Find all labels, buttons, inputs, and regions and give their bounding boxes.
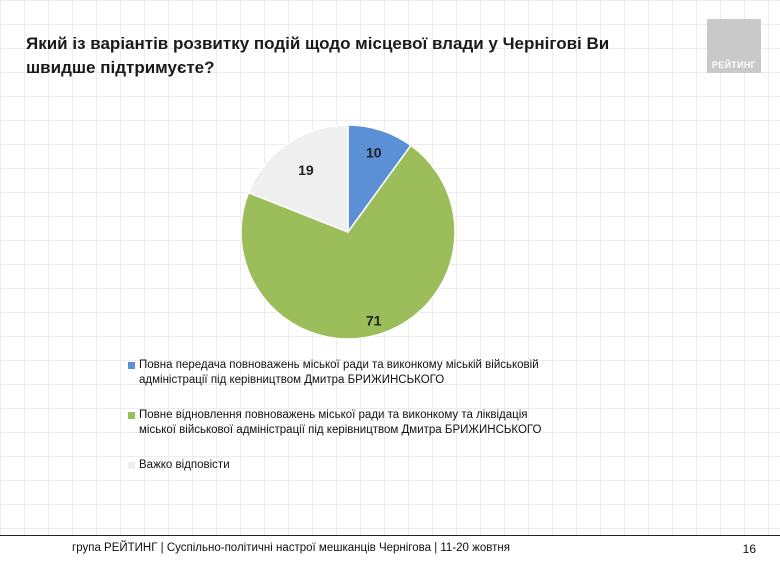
legend-swatch	[128, 462, 135, 469]
logo-text: РЕЙТИНГ	[711, 60, 757, 70]
legend-item-full-restoration: Повне відновлення повноважень міської ра…	[128, 408, 548, 438]
pie-slice-full-restoration	[240, 144, 456, 340]
data-label-full-restoration: 71	[366, 312, 382, 328]
data-label-full-transfer: 10	[366, 145, 382, 161]
legend-item-hard-to-say: Важко відповісти	[128, 458, 548, 473]
legend-item-full-transfer: Повна передача повноважень міської ради …	[128, 358, 548, 388]
rating-logo: РЕЙТИНГ	[707, 19, 761, 73]
footer-source: група РЕЙТИНГ | Суспільно-політичні наст…	[72, 542, 510, 554]
data-label-hard-to-say: 19	[298, 162, 314, 178]
legend-label: Повна передача повноважень міської ради …	[139, 359, 539, 386]
legend-label: Важко відповісти	[139, 459, 230, 471]
pie-chart: 10 71 19	[240, 124, 456, 340]
chart-legend: Повна передача повноважень міської ради …	[128, 358, 548, 493]
footer: група РЕЙТИНГ | Суспільно-політичні наст…	[0, 535, 780, 562]
page-number: 16	[742, 542, 756, 556]
pie-slice-hard-to-say	[247, 124, 349, 234]
legend-swatch	[128, 412, 135, 419]
page-title: Який із варіантів розвитку подій щодо мі…	[26, 34, 610, 77]
legend-label: Повне відновлення повноважень міської ра…	[139, 409, 542, 436]
legend-swatch	[128, 362, 135, 369]
